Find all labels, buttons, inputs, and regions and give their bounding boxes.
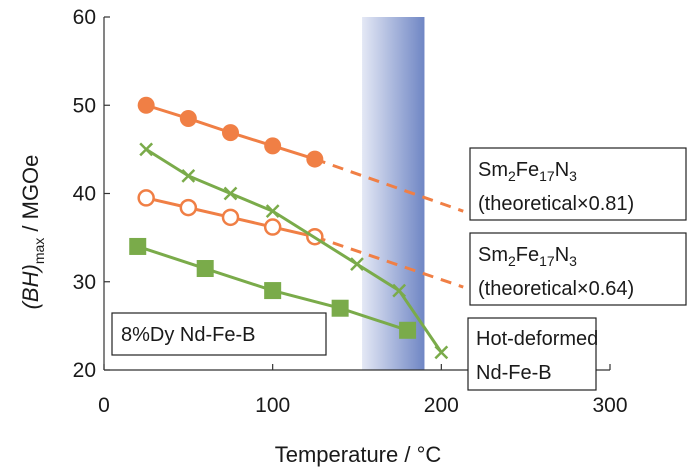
data-point — [129, 237, 147, 255]
extrapolation-line — [314, 157, 464, 213]
sm-081-base: Sm — [478, 159, 508, 181]
series-sm_064 — [137, 189, 464, 289]
y-axis-title: (BH)max / MGOe — [18, 155, 47, 310]
dy-nd-line1: 8%Dy Nd-Fe-B — [121, 324, 255, 346]
axes: 20 30 40 50 60 0 100 200 300 — [73, 6, 628, 417]
y-tick-label: 30 — [73, 271, 96, 294]
data-point — [265, 204, 280, 219]
y-axis-title-main: (BH) — [18, 264, 43, 309]
data-point — [137, 96, 155, 114]
data-point — [392, 283, 407, 298]
y-tick-label: 40 — [73, 183, 96, 206]
series-layer — [129, 96, 464, 360]
sm-081-line2: (theoretical×0.81) — [478, 193, 634, 215]
x-tick-label: 100 — [255, 394, 290, 417]
y-tick-label: 50 — [73, 94, 96, 117]
data-point — [306, 150, 324, 168]
data-point — [434, 345, 449, 360]
hot-deformed-line2: Nd-Fe-B — [476, 362, 552, 384]
sm-064-line2: (theoretical×0.64) — [478, 278, 634, 300]
data-point — [179, 109, 197, 127]
series-hot_deformed — [139, 142, 449, 360]
data-point — [221, 208, 240, 227]
data-point — [137, 189, 155, 207]
data-point — [350, 257, 364, 271]
data-point — [399, 321, 417, 339]
y-axis-title-rest: / MGOe — [18, 155, 43, 238]
data-point — [139, 142, 154, 157]
extrapolation-line — [314, 235, 464, 289]
label-sm-081: Sm2Fe17N3 (theoretical×0.81) — [469, 147, 687, 221]
x-tick-label: 300 — [592, 394, 627, 417]
data-point — [196, 260, 214, 278]
label-dy-nd: 8%Dy Nd-Fe-B — [111, 312, 327, 356]
y-axis-title-sub: max — [31, 238, 47, 264]
x-axis-title: Temperature / °C — [275, 442, 442, 467]
series-dy_nd — [129, 237, 417, 339]
x-tick-label: 0 — [98, 394, 110, 417]
x-tick-label: 200 — [424, 394, 459, 417]
data-point — [223, 186, 238, 201]
x-axis-title-main: Temperature / — [275, 442, 417, 467]
y-tick-label: 20 — [73, 359, 96, 382]
label-hot-deformed: Hot-deformed Nd-Fe-B — [467, 317, 598, 391]
x-axis-title-unit: °C — [417, 442, 442, 467]
data-point — [179, 198, 198, 217]
svg-text:Sm2Fe17N3: Sm2Fe17N3 — [478, 244, 577, 269]
data-point — [263, 218, 282, 236]
label-sm-064: Sm2Fe17N3 (theoretical×0.64) — [469, 232, 687, 306]
svg-text:Sm2Fe17N3: Sm2Fe17N3 — [478, 159, 577, 184]
data-point — [264, 137, 282, 155]
data-point — [331, 299, 349, 317]
y-tick-label: 60 — [73, 6, 96, 29]
hot-deformed-line1: Hot-deformed — [476, 328, 598, 350]
series-sm_081 — [137, 96, 464, 213]
sm-064-base: Sm — [478, 244, 508, 266]
data-point — [264, 282, 282, 300]
data-point — [222, 124, 239, 142]
data-point — [181, 168, 196, 183]
